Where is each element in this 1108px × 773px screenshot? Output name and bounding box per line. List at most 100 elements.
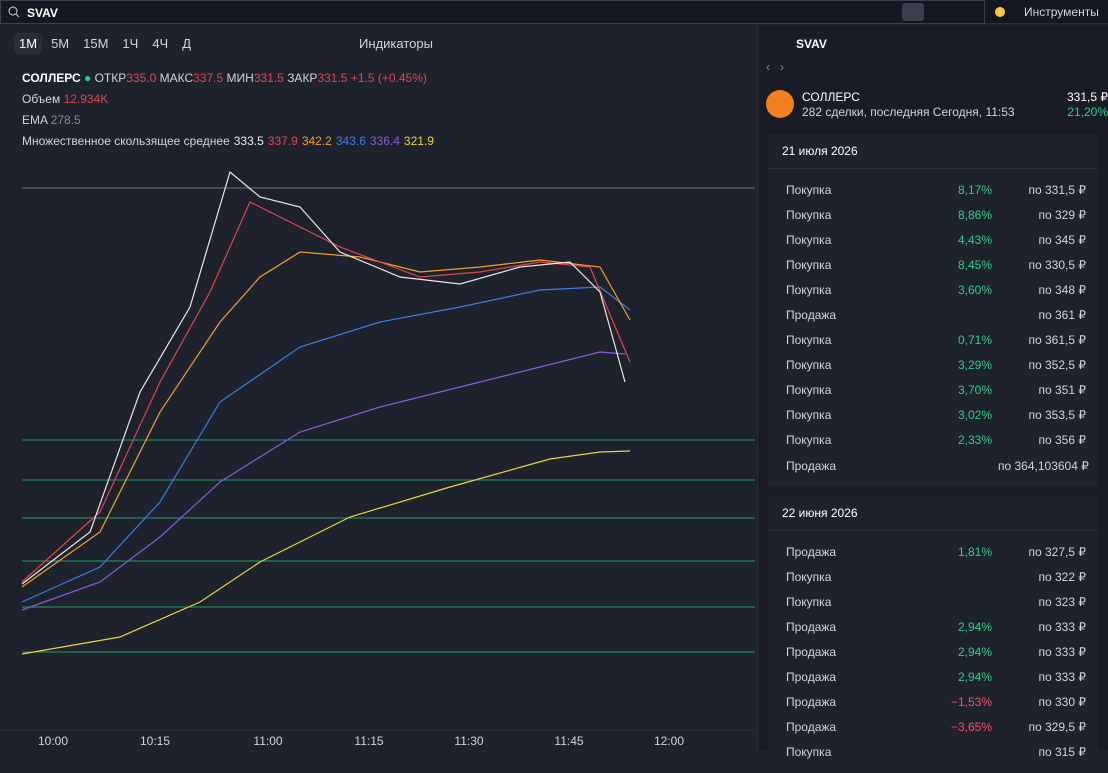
trade-side: Покупка <box>786 333 832 348</box>
instrument-price: 331,5 ₽ <box>1067 90 1108 104</box>
trade-side: Продажа <box>786 645 837 660</box>
ma-row: Множественное скользящее среднее 333.5 337… <box>22 131 434 152</box>
logo <box>766 90 794 118</box>
trade-side: Продажа <box>786 544 837 559</box>
chart-legend: СОЛЛЕРС ● ОТКР335.0 МАКС337.5 МИН331.5 З… <box>22 68 434 152</box>
trade-side: Покупка <box>786 408 832 423</box>
x-tick-label: 12:00 <box>654 734 684 748</box>
trade-pct: 3,29% <box>957 358 992 373</box>
instrument-header: СОЛЛЕРС 282 сделки, последняя Сегодня, 1… <box>758 88 1108 128</box>
trade-pct: 3,02% <box>957 408 992 423</box>
ema-label: EMA <box>22 113 48 127</box>
trade-side: Покупка <box>786 182 832 197</box>
trade-side: Продажа <box>786 458 837 473</box>
trade-row: Продажа по 364,103604 ₽ <box>768 453 1098 478</box>
chart-area: 10:00 10:15 11:00 11:15 11:30 11:45 12:00 <box>0 62 755 750</box>
interval-button[interactable]: 5M <box>51 35 70 51</box>
x-tick-label: 11:15 <box>354 734 383 748</box>
trade-row: Продажа 2,94% по 333 ₽ <box>768 614 1098 639</box>
low: 331.5 <box>253 71 284 85</box>
trade-pct: 8,17% <box>957 182 992 197</box>
trade-row: Покупка 3,70% по 351 ₽ <box>768 378 1098 403</box>
search-icon <box>8 6 20 18</box>
interval-button[interactable]: 1M <box>14 32 43 54</box>
trade-row: Продажа −3,65% по 329,5 ₽ <box>768 715 1098 740</box>
trade-pct: 2,33% <box>957 433 992 448</box>
open: 335.0 <box>126 71 157 85</box>
interval-button[interactable]: 4Ч <box>152 35 169 51</box>
interval-button[interactable]: 1Ч <box>122 35 139 51</box>
search-input[interactable]: SVAV <box>0 0 985 24</box>
panel-search[interactable]: SVAV <box>796 37 827 51</box>
instrument-name: СОЛЛЕРС <box>802 90 860 104</box>
trade-side: Продажа <box>786 670 837 685</box>
group-date: 21 июля 2026 <box>768 134 1098 169</box>
indicators-button[interactable]: Индикаторы <box>359 35 433 51</box>
trade-price: по 351 ₽ <box>1038 383 1087 398</box>
close: 331.5 <box>317 71 348 85</box>
trade-list: Покупка 8,17% по 331,5 ₽ Покупка 8,86% по 329… <box>768 169 1098 486</box>
trade-price: по 327,5 ₽ <box>1028 544 1086 559</box>
tools-label[interactable]: Инструменты <box>1024 5 1099 19</box>
trade-pct: 0,71% <box>957 333 992 348</box>
trade-list: Продажа 1,81% по 327,5 ₽ Покупка по 322 ₽ Пок… <box>768 531 1098 773</box>
trade-pct: 8,86% <box>957 207 992 222</box>
trade-row: Покупка по 323 ₽ <box>768 589 1098 614</box>
instrument-change: 21,20% <box>1067 105 1108 119</box>
ma-value: 343.6 <box>335 134 366 148</box>
trade-price: по 330,5 ₽ <box>1028 257 1086 272</box>
trade-price: по 333 ₽ <box>1038 670 1087 685</box>
volume: 12.934K <box>63 92 109 106</box>
high: 337.5 <box>193 71 224 85</box>
trade-side: Покупка <box>786 383 832 398</box>
trade-pct: 1,81% <box>957 544 992 559</box>
trade-price: по 352,5 ₽ <box>1028 358 1086 373</box>
collapse-button[interactable] <box>902 3 924 21</box>
trade-side: Покупка <box>786 433 832 448</box>
trade-row: Продажа 2,94% по 333 ₽ <box>768 640 1098 665</box>
trade-side: Продажа <box>786 720 837 735</box>
trade-row: Покупка 3,29% по 352,5 ₽ <box>768 353 1098 378</box>
ticker: СОЛЛЕРС <box>22 71 81 85</box>
trade-side: Продажа <box>786 308 837 323</box>
trade-pct: −3,65% <box>950 720 992 735</box>
x-tick-label: 11:30 <box>454 734 483 748</box>
change: +1.5 (+0.45%) <box>350 71 427 85</box>
trade-pct: 2,94% <box>957 645 992 660</box>
interval-button[interactable]: 15M <box>83 35 109 51</box>
trade-side: Продажа <box>786 695 837 710</box>
trade-price: по 345 ₽ <box>1038 232 1087 247</box>
trade-side: Покупка <box>786 232 832 247</box>
volume-row: Объем 12.934K <box>22 89 434 110</box>
trade-price: по 361,5 ₽ <box>1028 333 1086 348</box>
ema-row: EMA 278.5 <box>22 110 434 131</box>
trade-pct: 2,94% <box>957 670 992 685</box>
trade-row: Покупка по 322 ₽ <box>768 564 1098 589</box>
trade-side: Покупка <box>786 745 832 760</box>
trade-price: по 356 ₽ <box>1038 433 1087 448</box>
trade-pct: 2,94% <box>957 619 992 634</box>
panel-nav[interactable]: ‹ › <box>766 60 784 74</box>
trade-group: 21 июля 2026 Покупка 8,17% по 331,5 ₽ Покупк… <box>768 134 1098 487</box>
ma-label: Множественное скользящее среднее <box>22 134 230 148</box>
trade-group: 22 июня 2026 Продажа 1,81% по 327,5 ₽ Покупк… <box>768 496 1098 773</box>
ema: 278.5 <box>50 113 81 127</box>
status-dot <box>995 7 1005 17</box>
trades-panel: SVAV ‹ › СОЛЛЕРС 282 сделки, последняя С… <box>757 26 1108 773</box>
trade-side: Покупка <box>786 594 832 609</box>
trade-pct: 8,45% <box>957 257 992 272</box>
trade-pct: 3,70% <box>957 383 992 398</box>
trade-row: Покупка 3,60% по 348 ₽ <box>768 277 1098 302</box>
trade-price: по 333 ₽ <box>1038 619 1087 634</box>
instrument-subtitle: 282 сделки, последняя Сегодня, 11:53 <box>802 105 1015 119</box>
trade-price: по 333 ₽ <box>1038 645 1087 660</box>
trade-price: по 348 ₽ <box>1038 282 1087 297</box>
trade-row: Покупка 3,02% по 353,5 ₽ <box>768 403 1098 428</box>
interval-button[interactable]: Д <box>182 35 192 51</box>
trade-side: Продажа <box>786 619 837 634</box>
trade-side: Покупка <box>786 257 832 272</box>
trade-price: по 329,5 ₽ <box>1028 720 1086 735</box>
trade-pct: −1,53% <box>950 695 992 710</box>
trade-groups: 21 июля 2026 Покупка 8,17% по 331,5 ₽ Покупк… <box>758 134 1108 773</box>
